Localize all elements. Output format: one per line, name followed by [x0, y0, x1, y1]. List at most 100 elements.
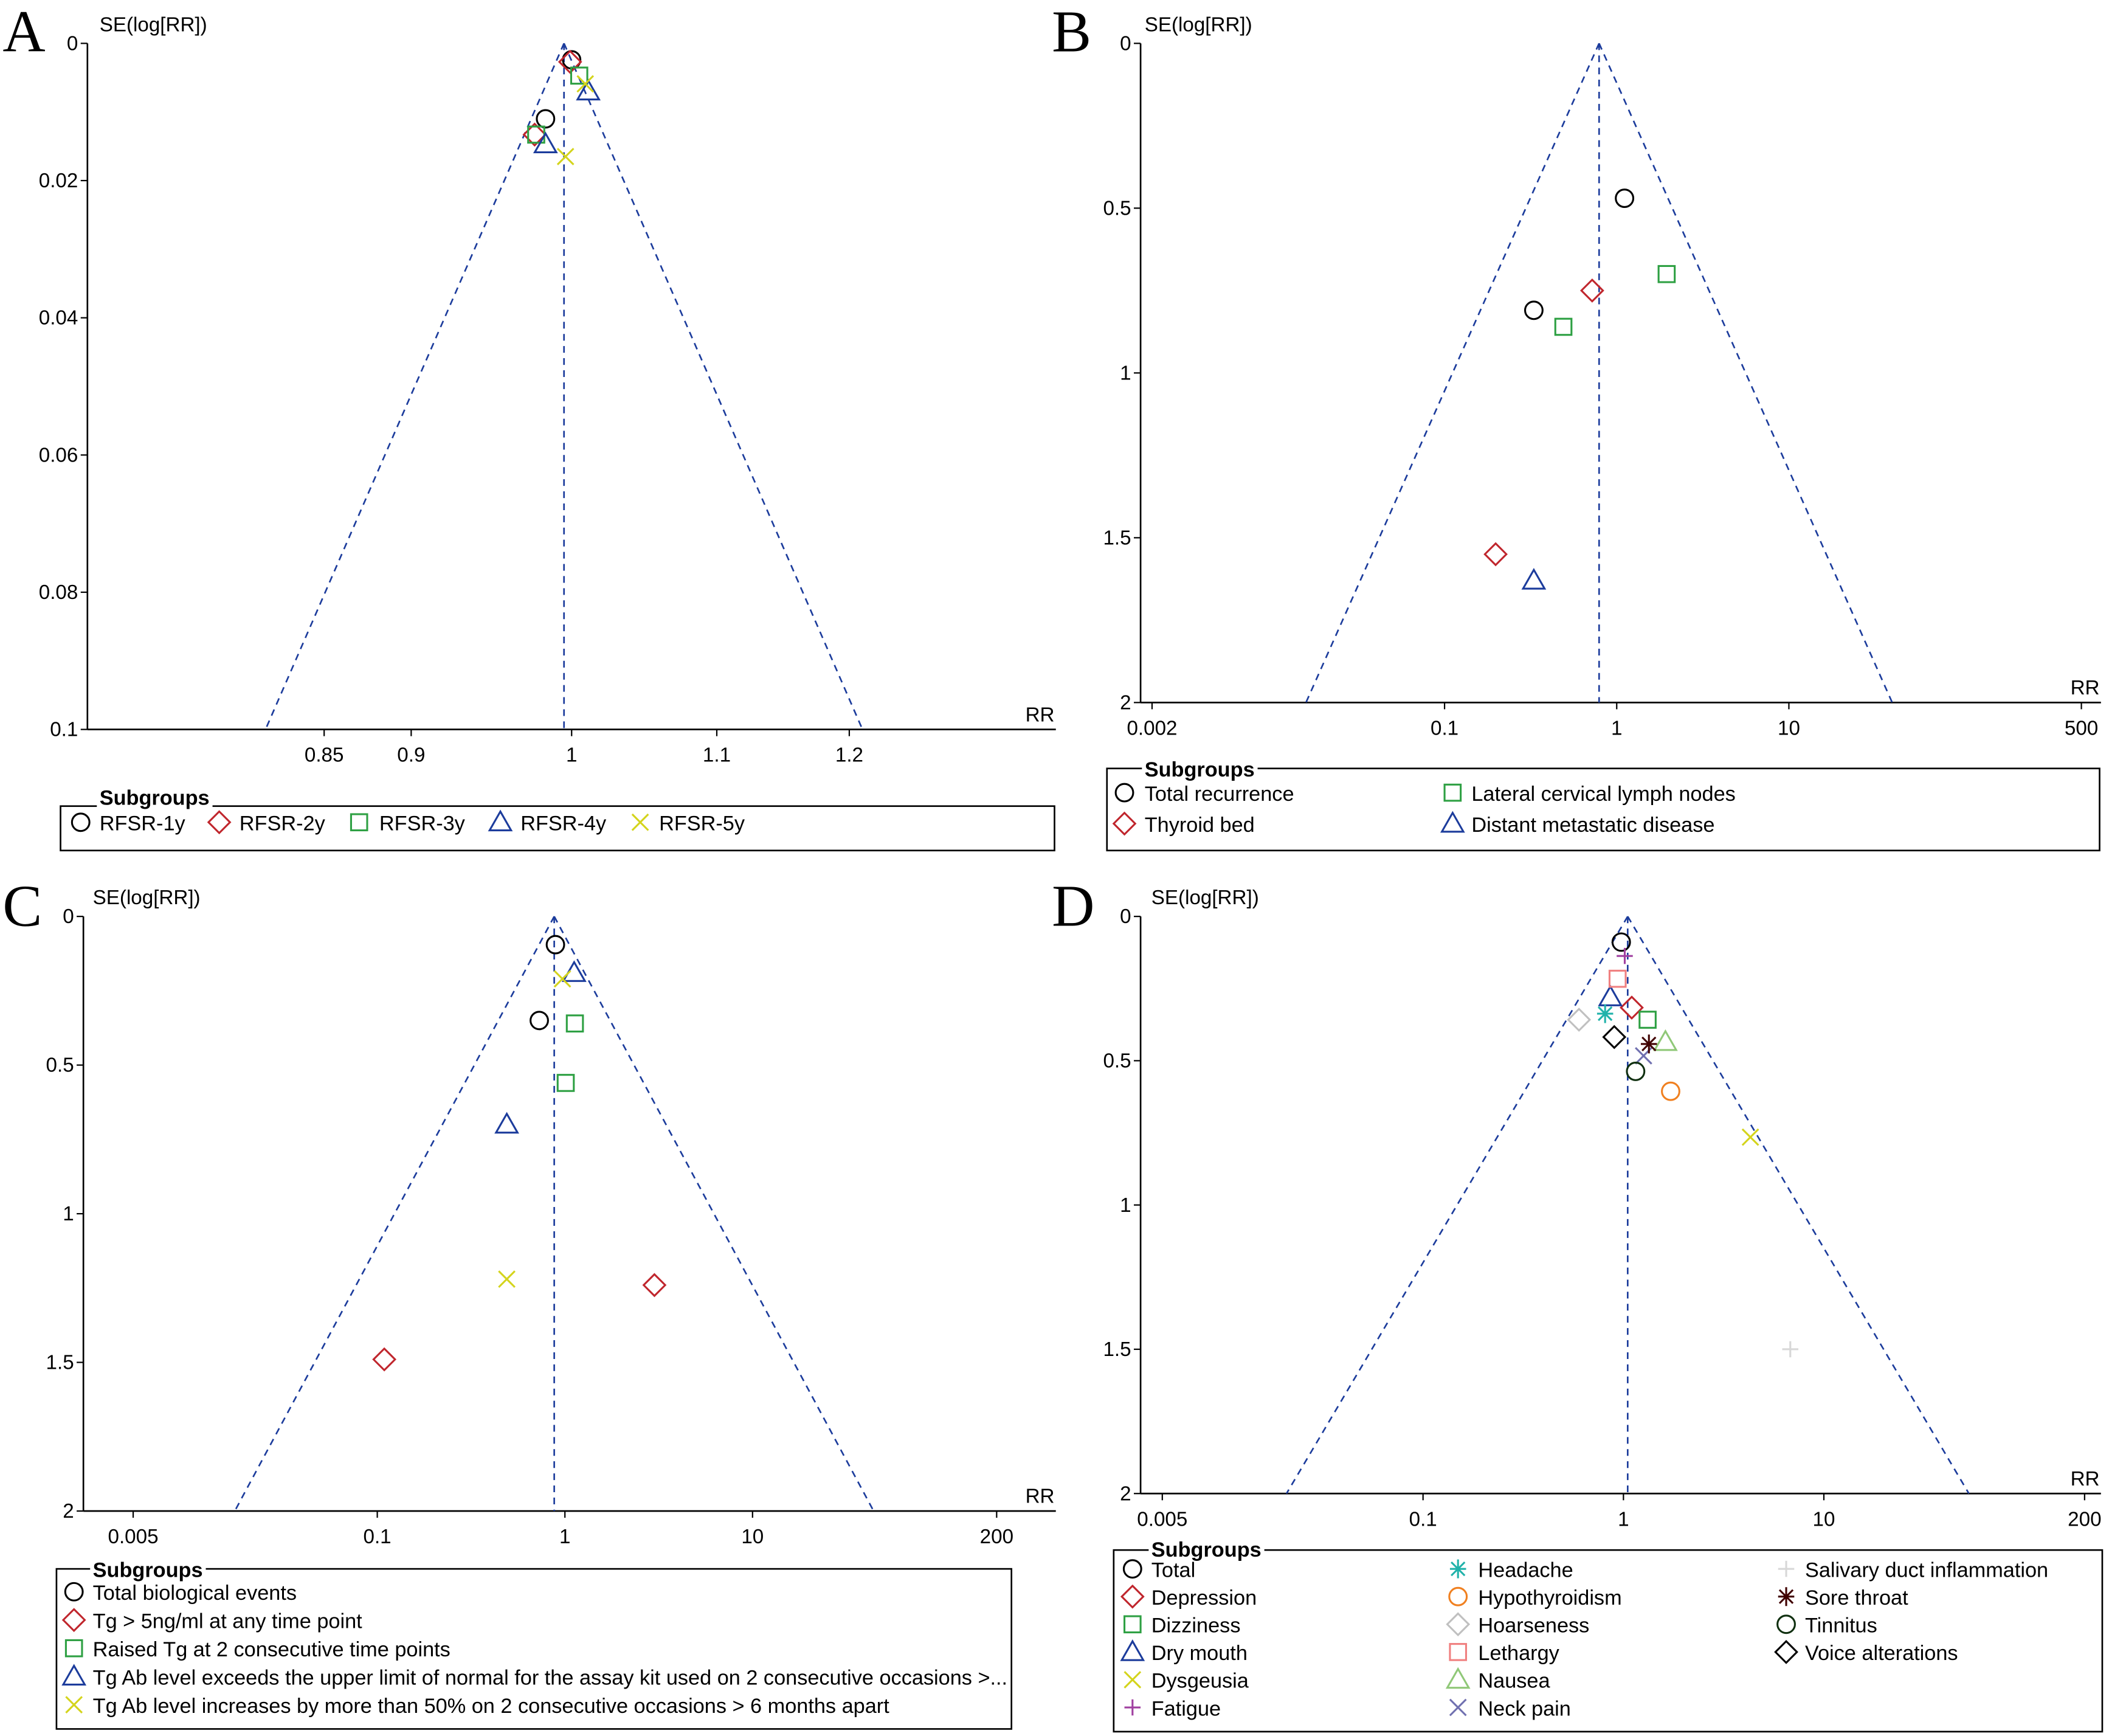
legend-item: Raised Tg at 2 consecutive time points	[64, 1638, 450, 1661]
y-tick-label: 0.04	[39, 307, 78, 330]
legend-marker-icon	[1449, 1643, 1468, 1661]
y-tick-label: 2	[1120, 691, 1131, 714]
legend-item: Headache	[1449, 1558, 1573, 1582]
data-point	[562, 960, 587, 982]
legend-label: Tg > 5ng/ml at any time point	[93, 1610, 363, 1633]
legend-marker-icon	[64, 1639, 83, 1658]
y-tick-label: 1	[63, 1203, 74, 1225]
legend-item: Voice alterations	[1774, 1639, 1958, 1665]
y-tick-label: 0	[1120, 905, 1131, 928]
y-tick-label: 1	[1120, 1194, 1131, 1217]
legend-marker-icon	[1120, 1584, 1145, 1609]
legend-label: Total	[1151, 1558, 1195, 1582]
data-point	[1741, 1128, 1759, 1146]
legend-label: Neck pain	[1478, 1697, 1570, 1720]
legend-label: Hypothyroidism	[1478, 1586, 1621, 1610]
x-axis-label: RR	[2071, 677, 2100, 699]
legend-label: Thyroid bed	[1145, 814, 1255, 837]
legend-title-bg	[90, 1557, 206, 1582]
legend-item: Distant metastatic disease	[1440, 811, 1714, 837]
y-tick-label: 0.08	[39, 581, 78, 604]
y-tick-label: 0	[1120, 32, 1131, 55]
legend-label: Tg Ab level exceeds the upper limit of n…	[93, 1666, 1007, 1689]
legend-marker-icon	[350, 813, 368, 832]
y-tick-label: 0	[67, 32, 78, 55]
y-tick-label: 2	[1120, 1482, 1131, 1505]
legend-marker-icon	[1124, 1671, 1142, 1689]
data-point	[1620, 995, 1644, 1020]
x-tick-label: 0.1	[1431, 717, 1458, 739]
x-tick-label: 0.9	[397, 744, 425, 767]
x-tick-label: 200	[980, 1526, 1013, 1548]
panel-letter: D	[1052, 874, 1094, 939]
legend-marker-icon	[64, 1582, 84, 1602]
y-tick-label: 0.5	[1103, 197, 1131, 220]
legend-box	[55, 1568, 1013, 1730]
y-tick-label: 1.5	[1103, 527, 1131, 549]
funnel-right-line	[1627, 916, 1970, 1494]
data-point	[1611, 932, 1631, 952]
y-tick-label: 1.5	[1103, 1338, 1131, 1361]
legend-marker-icon	[1448, 1586, 1468, 1606]
data-point	[1640, 1034, 1657, 1054]
data-point	[372, 1347, 397, 1372]
legend-marker-icon	[1112, 811, 1137, 836]
data-point	[536, 109, 556, 129]
y-tick-label: 0.5	[1103, 1050, 1131, 1072]
legend-item: Total recurrence	[1114, 783, 1294, 806]
data-point	[565, 1014, 584, 1032]
x-tick-label: 0.1	[364, 1526, 392, 1548]
legend-label: Total recurrence	[1145, 783, 1294, 806]
legend-label: RFSR-3y	[379, 812, 466, 835]
funnel-right-line	[1598, 43, 1893, 703]
legend-marker-icon	[1445, 1667, 1471, 1689]
y-tick-label: 0	[63, 905, 74, 928]
data-point	[1782, 1341, 1799, 1358]
x-tick-label: 10	[1813, 1508, 1835, 1530]
data-point	[570, 66, 589, 85]
legend-item: Lethargy	[1449, 1642, 1560, 1665]
legend-item: Tg Ab level exceeds the upper limit of n…	[61, 1664, 1007, 1689]
legend-title-bg	[1148, 1537, 1265, 1561]
legend-item: Tg Ab level increases by more than 50% o…	[65, 1695, 889, 1718]
data-point	[1554, 317, 1573, 336]
x-tick-label: 0.005	[1137, 1508, 1187, 1530]
legend-item: Hoarseness	[1446, 1612, 1589, 1637]
y-tick-label: 0.06	[39, 444, 78, 466]
x-axis-label: RR	[1026, 1485, 1055, 1508]
legend-label: Tinnitus	[1805, 1614, 1877, 1637]
x-tick-label: 1.2	[835, 744, 863, 767]
legend-item: RFSR-3y	[350, 812, 466, 835]
data-point	[576, 75, 595, 93]
panel-C: C SE(log[RR]) RR 0 0.5 1 1.5 2 0.005 0.1 1 10 200 Sub…	[2, 874, 1056, 1730]
x-axis-label: RR	[1026, 704, 1055, 726]
legend-marker-icon	[1440, 811, 1465, 833]
legend-marker-icon	[1449, 1698, 1467, 1717]
legend-marker-icon	[1778, 1587, 1795, 1606]
legend-title: Subgroups	[93, 1558, 203, 1582]
legend-marker-icon	[1774, 1639, 1798, 1664]
legend-title: Subgroups	[1145, 758, 1255, 781]
legend-item: Thyroid bed	[1112, 811, 1255, 837]
data-point	[1638, 1011, 1657, 1029]
legend-item: Salivary duct inflammation	[1778, 1558, 2048, 1582]
y-tick-label: 2	[63, 1500, 74, 1523]
legend-box	[1106, 767, 2100, 852]
x-tick-label: 1.1	[703, 744, 731, 767]
legend-label: Depression	[1151, 1586, 1257, 1610]
legend-item: Dizziness	[1123, 1614, 1240, 1637]
legend-title-bg	[1142, 756, 1258, 781]
legend-label: Sore throat	[1805, 1586, 1908, 1610]
y-tick-label: 1.5	[46, 1352, 74, 1374]
legend-item: Fatigue	[1124, 1697, 1221, 1720]
legend-item: Hypothyroidism	[1448, 1586, 1622, 1610]
legend-label: Lateral cervical lymph nodes	[1471, 783, 1735, 806]
data-point	[1626, 1062, 1646, 1081]
data-point	[556, 1074, 575, 1092]
panel-letter: A	[2, 0, 45, 65]
data-point	[556, 148, 575, 165]
x-tick-label: 0.85	[305, 744, 344, 767]
legend-marker-icon	[1446, 1612, 1471, 1637]
legend-marker-icon	[71, 812, 91, 832]
